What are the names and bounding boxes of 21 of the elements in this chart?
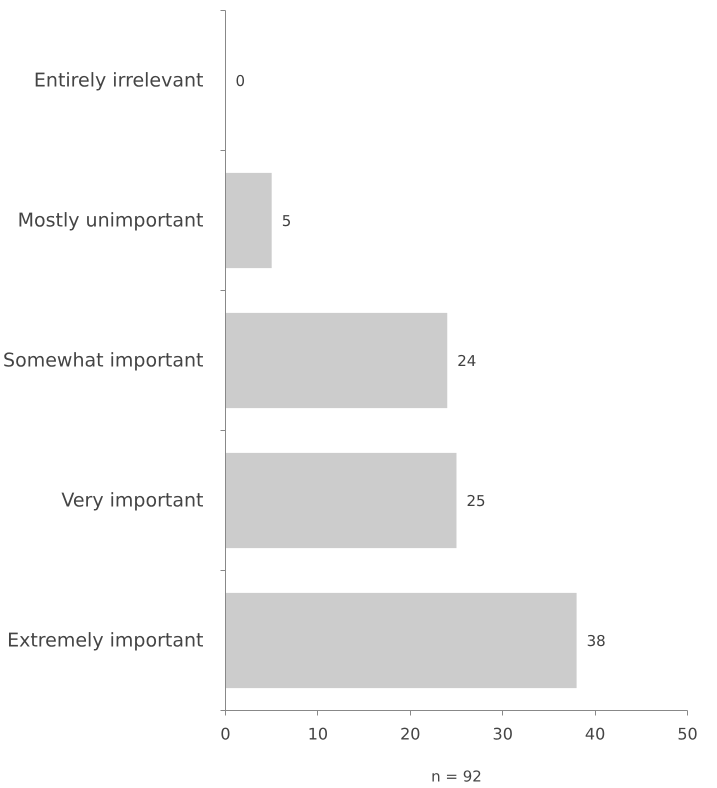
bar [226,452,456,548]
x-tick-label: 20 [400,724,420,744]
data-label: 24 [457,352,476,370]
y-tick-label: Mostly unimportant [18,210,204,232]
x-tick-label: 0 [220,724,231,744]
data-label: 5 [282,212,292,230]
x-tick-label: 50 [677,724,698,744]
data-label: 25 [466,492,486,510]
data-label: 0 [236,72,246,90]
bar [226,172,272,268]
x-tick-label: 40 [584,724,606,744]
data-label: 38 [586,632,606,650]
bar [226,592,577,688]
y-tick-label: Somewhat important [3,350,204,372]
y-tick-label: Extremely important [7,630,204,652]
y-tick-label: Entirely irrelevant [34,70,204,92]
x-tick-label: 10 [308,724,328,744]
x-tick-label: 30 [492,724,513,744]
bar [226,312,448,408]
y-tick-label: Very important [61,490,204,512]
x-axis-title: n = 92 [431,768,482,786]
